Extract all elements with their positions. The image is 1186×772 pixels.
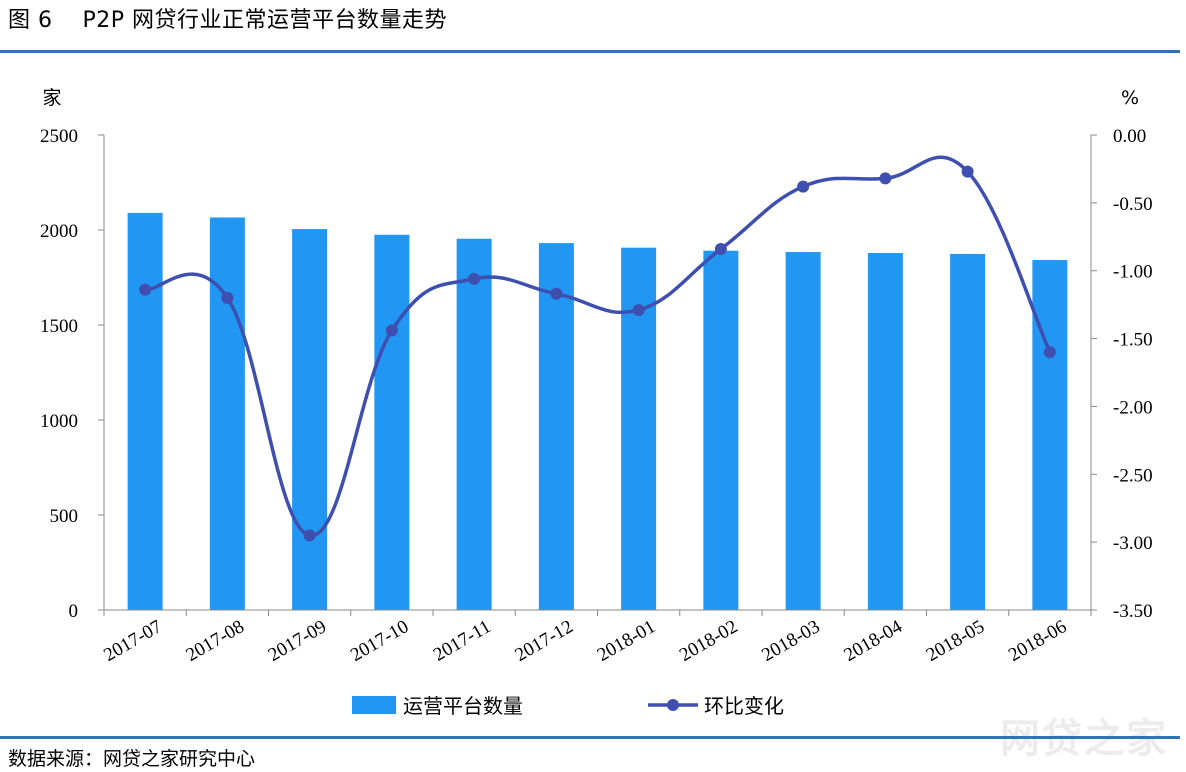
line-point-2017-10 [385, 324, 398, 337]
left-tick-label: 2500 [40, 126, 78, 147]
bar-2017-07 [127, 212, 163, 610]
bar-2018-05 [950, 253, 986, 610]
watermark-logo: 网贷之家 [1000, 716, 1168, 762]
left-tick-label: 1500 [40, 316, 78, 337]
left-tick-label: 2000 [40, 221, 78, 242]
line-group [139, 155, 1056, 542]
bar-2018-04 [867, 252, 903, 611]
right-tick-label: -3.00 [1113, 533, 1153, 554]
legend: 运营平台数量 环比变化 [352, 694, 784, 718]
bar-2017-10 [374, 234, 410, 610]
line-point-2018-02 [714, 243, 727, 255]
left-tick-label: 500 [50, 506, 79, 527]
x-tick-label: 2018-05 [923, 616, 988, 666]
title-rule [0, 50, 1180, 53]
bar-2017-09 [292, 229, 328, 611]
line-point-2017-09 [303, 529, 316, 542]
source-note: 数据来源：网贷之家研究中心 [8, 748, 256, 770]
legend-bar-label: 运营平台数量 [403, 694, 523, 718]
left-tick-label: 0 [69, 601, 79, 622]
line-point-2018-06 [1043, 346, 1056, 359]
x-tick-label: 2018-03 [758, 616, 823, 666]
right-tick-label: -2.50 [1113, 465, 1153, 486]
right-tick-label: -3.50 [1113, 601, 1153, 622]
x-tick-label: 2018-01 [594, 616, 659, 666]
x-tick-label: 2017-10 [347, 616, 412, 666]
figure-title: 图 6 P2P 网贷行业正常运营平台数量走势 [8, 8, 447, 33]
bars-group [127, 212, 1068, 611]
left-tick-label: 1000 [40, 411, 78, 432]
right-tick-label: -2.00 [1113, 397, 1153, 418]
bar-2017-11 [456, 238, 492, 611]
line-point-2018-04 [879, 172, 892, 185]
legend-line-label: 环比变化 [704, 694, 784, 718]
right-tick-label: -1.00 [1113, 262, 1153, 283]
labels-group: 0 500 1000 1500 2000 2500 0.00 -0.50 -1.00 -1.50 -… [40, 87, 1153, 666]
right-tick-label: 0.00 [1113, 126, 1146, 147]
line-point-2017-08 [221, 291, 234, 304]
legend-line-marker [667, 699, 679, 711]
line-series-path [144, 155, 1052, 538]
bar-2017-08 [209, 217, 245, 610]
x-tick-label: 2018-04 [841, 616, 907, 666]
x-tick-label: 2017-12 [512, 616, 577, 666]
left-axis-label: 家 [42, 87, 61, 109]
x-tick-label: 2017-11 [430, 616, 495, 665]
footer-rule [0, 736, 1180, 739]
line-point-2017-07 [139, 283, 152, 296]
right-tick-label: -1.50 [1113, 330, 1153, 351]
x-tick-label: 2018-02 [676, 616, 741, 666]
bar-2018-06 [1032, 260, 1068, 610]
x-tick-label: 2017-07 [100, 616, 165, 666]
line-point-2017-12 [550, 287, 563, 300]
line-point-2018-05 [961, 165, 974, 178]
bar-2018-01 [621, 247, 657, 611]
line-point-2018-01 [632, 304, 645, 317]
legend-bar-swatch [352, 696, 396, 714]
bar-2018-02 [703, 250, 739, 610]
x-tick-label: 2018-06 [1005, 616, 1070, 666]
line-point-2017-11 [468, 272, 481, 285]
line-point-2018-03 [797, 180, 810, 193]
bar-2018-03 [785, 252, 821, 611]
right-tick-label: -0.50 [1113, 194, 1153, 215]
x-tick-label: 2017-08 [183, 616, 248, 666]
bar-2017-12 [538, 243, 574, 611]
right-axis-label: % [1121, 87, 1139, 109]
axes-group [98, 134, 1097, 616]
x-tick-label: 2017-09 [265, 616, 330, 666]
